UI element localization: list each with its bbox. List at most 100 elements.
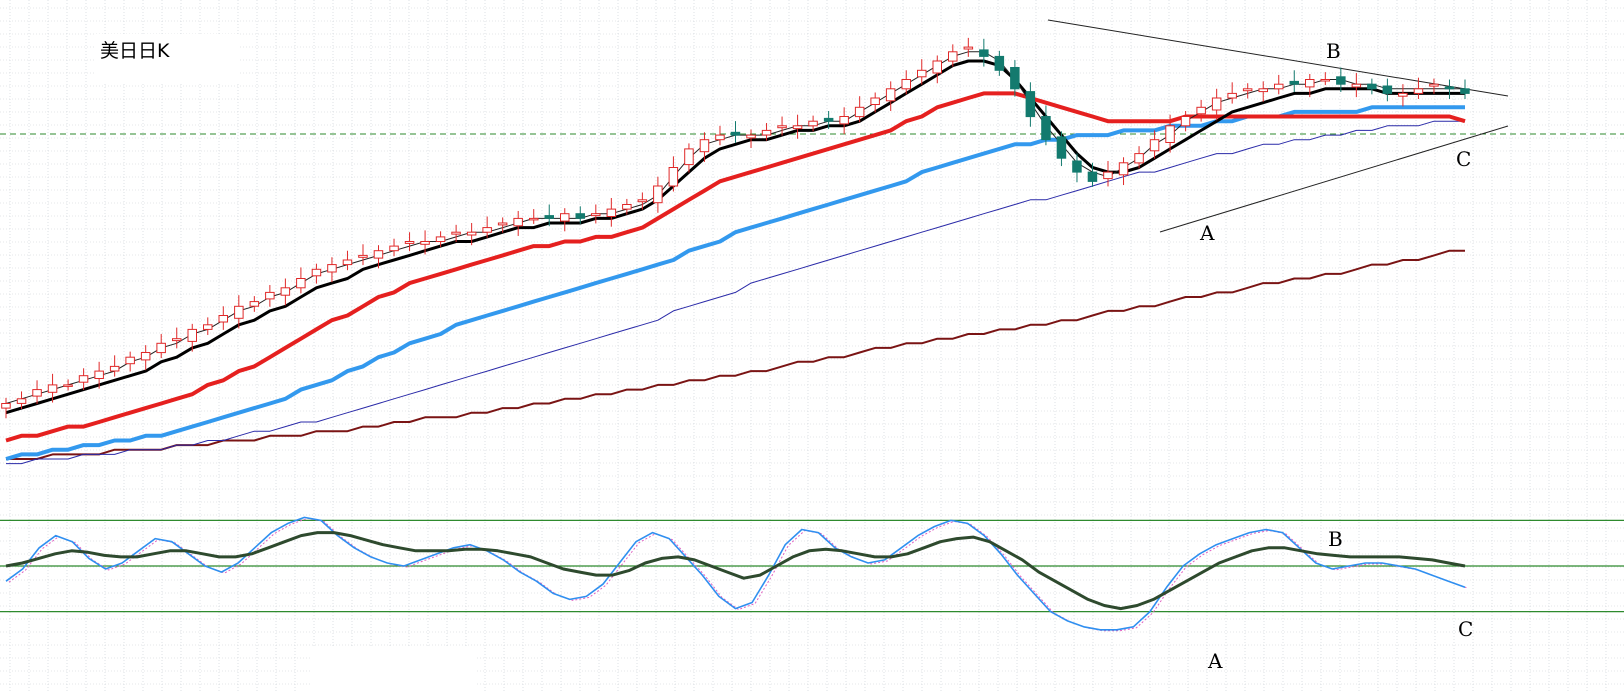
candle-body [560,213,570,222]
candle [901,70,911,95]
candle [1444,79,1455,99]
candle-body [1429,83,1439,87]
candle [404,232,415,252]
candle-body [529,217,539,221]
candle-body [140,352,151,361]
candle-body [1351,83,1362,88]
candle [1103,160,1113,187]
candle-body [715,134,725,141]
candles [1,37,1470,419]
title-box: 美日日K [96,34,240,82]
candle-body [684,148,694,166]
series-ma-black [5,59,1465,415]
candle [311,263,322,284]
candle [1134,146,1144,169]
candle [203,317,213,335]
series-kd-slow [5,531,1466,611]
series-ma-fast [5,51,1465,404]
label-lower-b: B [1328,527,1343,551]
candle-body [1118,162,1129,176]
candle-body [1382,85,1393,94]
candle-body [746,134,756,139]
candle-body [901,79,911,90]
candle-body [870,97,880,105]
trend-lines [0,19,1624,233]
candle [1398,84,1408,107]
candle-body [1242,88,1253,92]
candle [979,38,989,67]
candle-body [280,287,291,296]
candle-body [482,227,492,233]
candle-body [1444,86,1455,90]
label-lower-c: C [1458,617,1473,641]
candle-body [979,49,989,57]
candle [730,121,741,143]
candle-body [1413,88,1424,94]
candle-body [854,106,865,118]
candle-body [451,231,461,235]
candle [1087,162,1098,187]
candle [249,296,260,312]
candle-body [32,389,42,397]
candle-body [994,55,1005,71]
annotation-labels: A B C A B C [1199,39,1473,673]
candle-body [591,213,601,217]
candle [622,198,632,215]
candle [746,129,756,149]
candle-body [544,215,554,219]
candle [823,110,834,130]
blank-patch [312,648,476,693]
candle-body [513,217,523,227]
candle-body [1,403,11,409]
candle [761,123,772,141]
candle [172,327,182,349]
candle [497,217,508,233]
candle [78,368,89,391]
candle-body [808,120,818,127]
candle [47,373,58,403]
candle [1351,73,1362,98]
lower-trendline [1159,125,1509,233]
candle-body [47,384,58,393]
indicator-panel [0,516,1624,632]
candle-body [497,222,508,226]
candle [1025,82,1036,127]
candle-body [265,291,275,300]
candle-body [1196,106,1206,115]
candle [389,238,399,257]
candle [994,50,1005,76]
candle [684,143,694,173]
candle-body [109,365,120,372]
candle [482,216,492,238]
candle-body [311,268,322,277]
candle-body [1227,92,1237,99]
candle-body [342,259,353,266]
candle-body [249,301,260,307]
candle-body [389,245,399,252]
candle [917,59,927,85]
candle [1242,83,1253,99]
candle [948,44,958,67]
candle-body [823,117,834,122]
candle [885,81,896,111]
candle [435,231,446,248]
candle-body [1211,97,1222,111]
candle-body [1087,171,1098,182]
candle [234,295,244,329]
candle-body [839,116,849,125]
candle [1056,131,1067,167]
candle [125,351,135,372]
upper-trendline [1047,19,1509,97]
candle [1211,88,1222,121]
candle [327,257,337,283]
candle [854,96,865,123]
candle [1,397,11,419]
candle [32,380,42,404]
candle [358,244,368,266]
candle [1010,60,1020,97]
candle [1367,78,1377,95]
candle-body [637,199,648,203]
candle-body [1072,160,1082,173]
candle [699,132,710,162]
candle [265,284,275,307]
